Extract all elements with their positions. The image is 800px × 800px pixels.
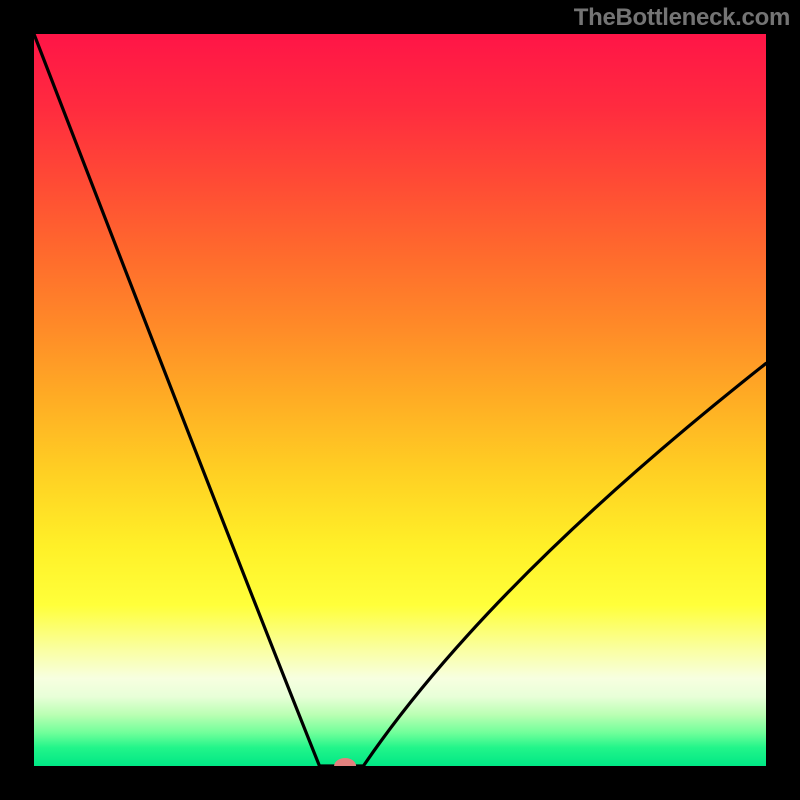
minimum-marker	[334, 758, 356, 774]
bottleneck-chart	[0, 0, 800, 800]
plot-background	[34, 34, 766, 766]
